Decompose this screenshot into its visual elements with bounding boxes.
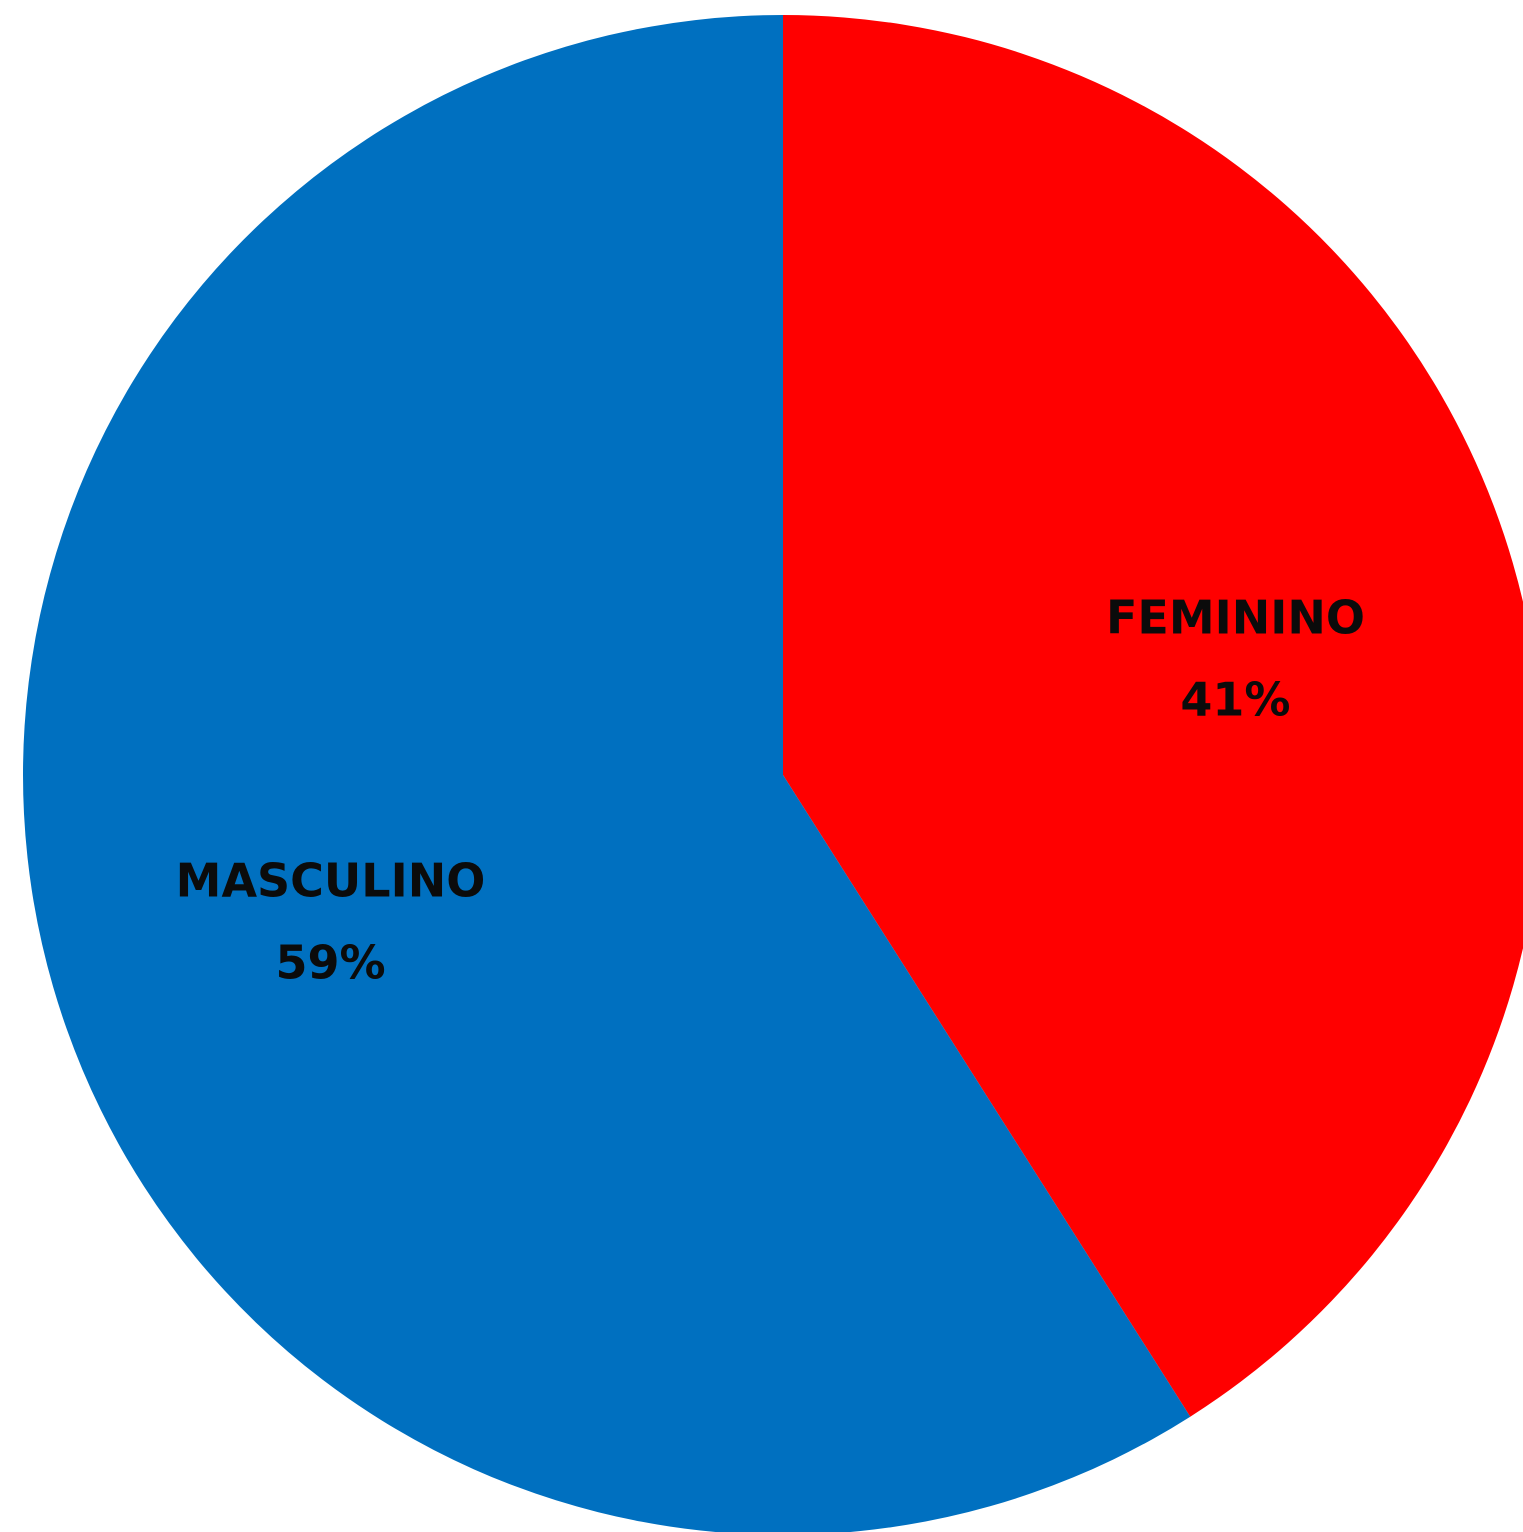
slice-label-name-masculino: MASCULINO: [176, 853, 486, 907]
slice-label-value-feminino: 41%: [1180, 673, 1290, 727]
slice-label-value-masculino: 59%: [275, 935, 385, 989]
slice-label-name-feminino: FEMININO: [1106, 591, 1365, 645]
pie-slices: [23, 15, 1523, 1532]
pie-slice-masculino: [23, 15, 1191, 1532]
pie-labels: FEMININO 41% MASCULINO 59%: [176, 591, 1365, 990]
pie-slice-feminino: [783, 15, 1523, 1417]
